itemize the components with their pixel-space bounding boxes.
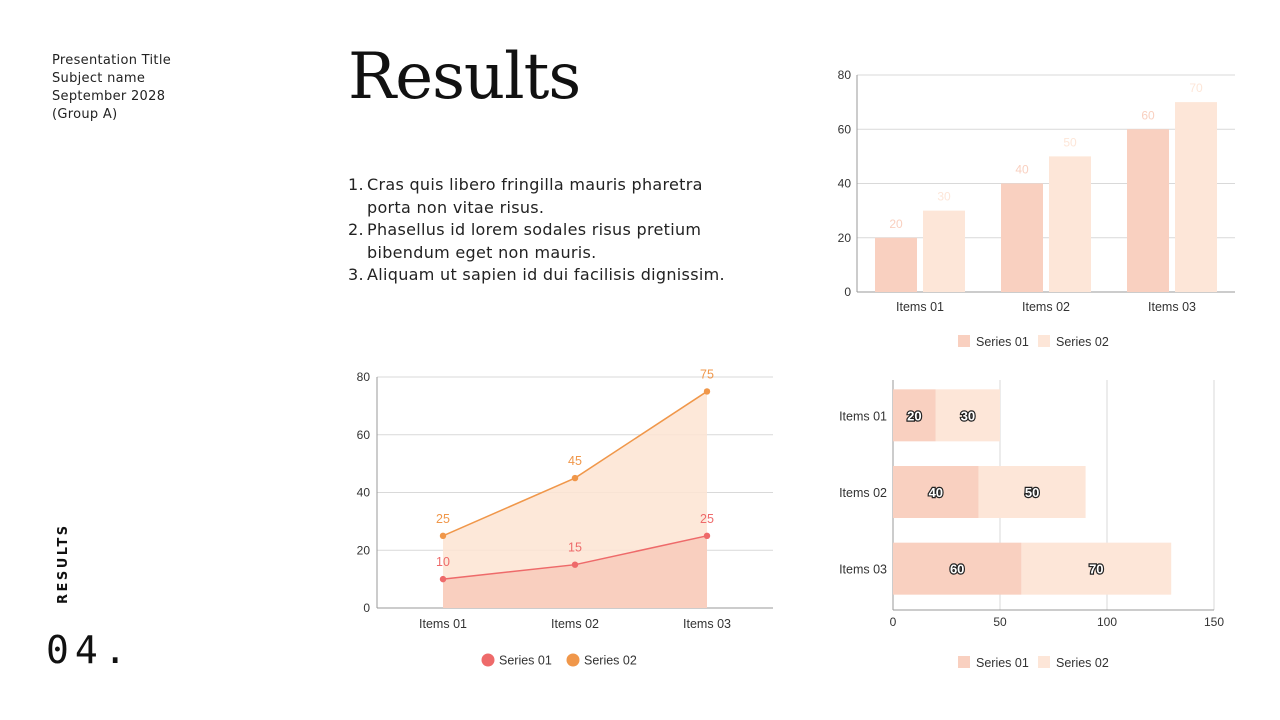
area-fill (443, 535, 707, 608)
bar (1175, 102, 1217, 292)
legend-label: Series 01 (499, 654, 552, 668)
data-label: 45 (568, 454, 582, 468)
group-label: (Group A) (52, 107, 118, 122)
data-label: 70 (1189, 81, 1203, 95)
data-label: 40 (1015, 163, 1029, 177)
data-point (439, 532, 447, 540)
y-tick-label: 20 (357, 543, 371, 557)
bar (1001, 183, 1043, 292)
presentation-title: Presentation Title (52, 53, 172, 68)
bar-segment (935, 389, 1000, 442)
legend-swatch (1038, 656, 1050, 668)
legend-label: Series 02 (1056, 656, 1109, 670)
list-text: Cras quis libero fringilla mauris pharet… (367, 175, 703, 217)
bar-segment (893, 466, 979, 518)
data-label: 15 (568, 541, 582, 555)
list-number: 1. (348, 175, 364, 194)
legend-swatch (481, 653, 495, 667)
list-text: Phasellus id lorem sodales risus pretium… (367, 220, 702, 262)
list-number: 2. (348, 220, 364, 239)
list-item: 2. Phasellus id lorem sodales risus preti… (348, 219, 728, 264)
bar (875, 237, 917, 292)
bar-segment (978, 466, 1086, 518)
bar-segment (1021, 542, 1172, 595)
data-label: 75 (700, 367, 714, 381)
data-label: 70 (1089, 562, 1103, 577)
bar-segment (893, 542, 1022, 595)
y-tick-label: 40 (357, 486, 371, 500)
y-tick-label: Items 02 (839, 486, 887, 500)
legend-label: Series 02 (584, 654, 637, 668)
page-number: 04. (46, 628, 133, 672)
y-tick-label: 80 (838, 68, 852, 82)
bar (923, 210, 965, 292)
data-label: 40 (929, 485, 943, 500)
stacked-bar-chart: 0 50 100 150 20 30 Items 01 40 50 Items 02 60 70 Ite… (839, 380, 1224, 670)
legend-swatch (958, 656, 970, 668)
x-tick-label: 0 (890, 615, 897, 629)
legend-label: Series 02 (1056, 335, 1109, 349)
bar-segment (893, 389, 936, 442)
data-label: 20 (907, 408, 921, 423)
data-label: 25 (700, 512, 714, 526)
y-tick-label: Items 01 (839, 409, 887, 423)
legend-swatch (566, 653, 580, 667)
column-chart: 0 20 40 60 80 20 30 Items 01 40 50 Items 02 60 70 Ite… (838, 68, 1235, 349)
data-point (439, 575, 447, 583)
x-tick-label: Items 03 (683, 617, 731, 631)
presentation-date: September 2028 (52, 89, 166, 104)
list-item: 3. Aliquam ut sapien id dui facilisis dig… (348, 264, 728, 287)
data-point (703, 388, 711, 395)
legend-label: Series 01 (976, 656, 1029, 670)
data-label: 30 (937, 190, 951, 204)
y-tick-label: 0 (844, 285, 851, 299)
x-tick-label: 50 (993, 615, 1007, 629)
data-label: 10 (436, 555, 450, 569)
list-text: Aliquam ut sapien id dui facilisis digni… (367, 265, 725, 284)
data-label: 60 (1141, 108, 1155, 122)
legend-swatch (1038, 335, 1050, 347)
presentation-meta: Presentation Title Subject name Septembe… (52, 52, 171, 124)
y-tick-label: 60 (357, 428, 371, 442)
y-tick-label: 40 (838, 177, 852, 191)
results-list: 1. Cras quis libero fringilla mauris phar… (348, 174, 728, 287)
y-tick-label: Items 03 (839, 563, 887, 577)
list-item: 1. Cras quis libero fringilla mauris phar… (348, 174, 728, 219)
bar (1049, 156, 1091, 292)
section-label: RESULTS (56, 523, 71, 604)
data-label: 20 (889, 217, 903, 231)
data-label: 30 (961, 408, 975, 423)
data-label: 60 (950, 562, 964, 577)
data-label: 25 (436, 512, 450, 526)
data-label: 50 (1063, 135, 1077, 149)
x-tick-label: 150 (1204, 615, 1224, 629)
y-tick-label: 80 (357, 370, 371, 384)
x-tick-label: Items 01 (896, 300, 944, 314)
x-tick-label: Items 02 (551, 617, 599, 631)
x-tick-label: 100 (1097, 615, 1117, 629)
bar (1127, 129, 1169, 292)
y-tick-label: 60 (838, 122, 852, 136)
legend-label: Series 01 (976, 335, 1029, 349)
area-chart: 0 20 40 60 80 10 15 25 25 45 75 Items 01 Items 02 Ite… (357, 367, 773, 668)
x-tick-label: Items 02 (1022, 300, 1070, 314)
x-tick-label: Items 03 (1148, 300, 1196, 314)
data-point (703, 532, 711, 540)
y-tick-label: 20 (838, 231, 852, 245)
data-label: 50 (1025, 485, 1039, 500)
slide-title: Results (348, 40, 581, 114)
list-number: 3. (348, 265, 364, 284)
data-point (571, 474, 579, 482)
data-point (571, 561, 579, 568)
subject-name: Subject name (52, 71, 146, 86)
x-tick-label: Items 01 (419, 617, 467, 631)
y-tick-label: 0 (363, 601, 370, 615)
legend-swatch (958, 335, 970, 347)
